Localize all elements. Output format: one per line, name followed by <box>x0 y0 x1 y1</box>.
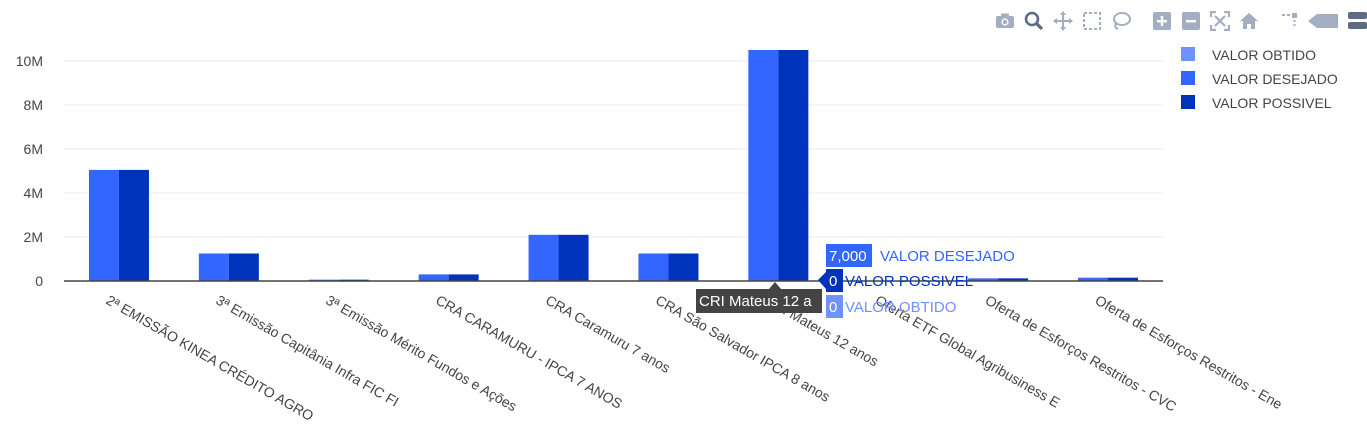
camera-icon[interactable] <box>994 10 1016 32</box>
hover-series-name: VALOR DESEJADO <box>880 248 1015 265</box>
bar-valor-possivel[interactable] <box>118 169 149 281</box>
bar-valor-desejado[interactable] <box>418 274 449 281</box>
hover-series-name: VALOR POSSIVEL <box>845 273 973 290</box>
modebar <box>987 8 1367 34</box>
y-axis-ticks: 0 2M 4M 6M 8M 10M <box>16 53 43 289</box>
y-tick-label: 4M <box>24 185 43 201</box>
y-tick-label: 6M <box>24 141 43 157</box>
bars-group <box>88 50 1139 282</box>
legend-item-label[interactable]: VALOR DESEJADO <box>1212 71 1338 87</box>
legend-swatch[interactable] <box>1181 95 1195 109</box>
hover-value-box <box>826 269 843 292</box>
bar-valor-possivel[interactable] <box>1108 277 1139 281</box>
hover-value-text: 7,000 <box>829 248 867 265</box>
compare-hover-icon[interactable] <box>1308 10 1338 32</box>
box-select-icon[interactable] <box>1081 10 1103 32</box>
x-tick-label: Oferta de Esforços Restritos - CVC <box>983 292 1180 415</box>
legend-item-label[interactable]: VALOR POSSIVEL <box>1212 95 1332 111</box>
spike-lines-icon[interactable] <box>1279 10 1301 32</box>
closest-hover-icon[interactable] <box>1345 10 1367 32</box>
zoom-in-icon[interactable] <box>1151 10 1173 32</box>
hover-value-text: 0 <box>829 273 837 290</box>
reset-axes-icon[interactable] <box>1238 10 1260 32</box>
bar-valor-desejado[interactable] <box>638 253 669 282</box>
hover-category-box <box>696 289 822 313</box>
x-tick-label: Oferta de Esforços Restritos - Ene <box>1093 292 1286 413</box>
bar-valor-possivel[interactable] <box>558 234 589 281</box>
lasso-icon[interactable] <box>1110 10 1132 32</box>
bar-valor-possivel[interactable] <box>448 274 479 281</box>
bar-valor-desejado[interactable] <box>1078 277 1109 281</box>
bar-valor-desejado[interactable] <box>198 253 229 282</box>
legend-swatch[interactable] <box>1181 47 1195 61</box>
hover-tooltip: CRI Mateus 12 a 7,000 VALOR DESEJADO 0 VALOR… <box>696 244 1015 318</box>
x-tick-label: 3ª Emissão Mérito Fundos e Ações <box>323 292 519 415</box>
hover-pointer <box>818 272 826 289</box>
bar-valor-possivel[interactable] <box>998 278 1029 281</box>
bar-valor-desejado[interactable] <box>88 169 119 281</box>
legend[interactable]: VALOR OBTIDO VALOR DESEJADO VALOR POSSIVEL <box>1181 47 1338 111</box>
bar-valor-desejado[interactable] <box>968 278 999 281</box>
y-tick-label: 10M <box>16 53 43 69</box>
hover-value-text: 0 <box>829 299 837 316</box>
bar-valor-desejado[interactable] <box>528 234 559 281</box>
y-tick-label: 2M <box>24 229 43 245</box>
autoscale-icon[interactable] <box>1209 10 1231 32</box>
bar-valor-desejado[interactable] <box>748 50 779 281</box>
x-tick-label: CRA CARAMURU - IPCA 7 ANOS <box>433 292 625 412</box>
hover-series-name: VALOR OBTIDO <box>845 299 956 316</box>
pan-icon[interactable] <box>1052 10 1074 32</box>
hover-category-label: CRI Mateus 12 a <box>699 293 812 310</box>
legend-swatch[interactable] <box>1181 71 1195 85</box>
bar-valor-possivel[interactable] <box>668 253 699 282</box>
hover-value-box <box>826 295 843 318</box>
x-tick-label: 2ª EMISSÃO KINEA CRÉDITO AGRO <box>103 292 316 424</box>
bar-valor-possivel[interactable] <box>228 253 259 282</box>
hover-category-pointer <box>769 282 781 289</box>
legend-item-label[interactable]: VALOR OBTIDO <box>1212 47 1316 63</box>
zoom-icon[interactable] <box>1023 10 1045 32</box>
y-gridlines <box>64 60 1163 238</box>
y-tick-label: 8M <box>24 97 43 113</box>
x-tick-label: 3ª Emissão Capitânia Infra FIC FI <box>213 292 401 410</box>
hover-value-box <box>826 244 872 267</box>
y-tick-label: 0 <box>35 273 43 289</box>
bar-valor-possivel[interactable] <box>778 50 809 281</box>
zoom-out-icon[interactable] <box>1180 10 1202 32</box>
